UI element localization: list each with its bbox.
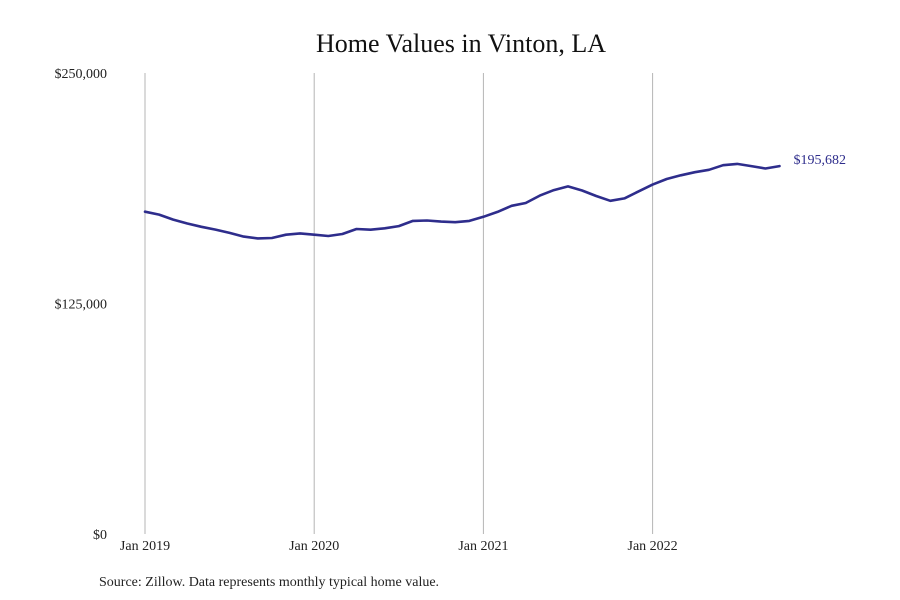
y-tick-label: $250,000 <box>55 67 108 82</box>
x-tick-label: Jan 2019 <box>120 539 170 554</box>
y-tick-label: $0 <box>93 528 107 543</box>
y-tick-label: $125,000 <box>55 298 108 313</box>
x-tick-label: Jan 2022 <box>628 539 678 554</box>
series-line <box>143 162 781 240</box>
y-axis-ticks: $0 $125,000 $250,000 <box>55 67 108 543</box>
chart-title: Home Values in Vinton, LA <box>316 29 606 58</box>
x-axis-ticks: Jan 2019 Jan 2020 Jan 2021 Jan 2022 <box>120 539 678 554</box>
vertical-gridlines <box>144 73 654 534</box>
series-layer: $195,682 <box>143 153 847 240</box>
x-tick-label: Jan 2021 <box>458 539 508 554</box>
x-tick-label: Jan 2020 <box>289 539 339 554</box>
series-end-value-label: $195,682 <box>794 153 847 168</box>
source-note: Source: Zillow. Data represents monthly … <box>99 575 439 590</box>
